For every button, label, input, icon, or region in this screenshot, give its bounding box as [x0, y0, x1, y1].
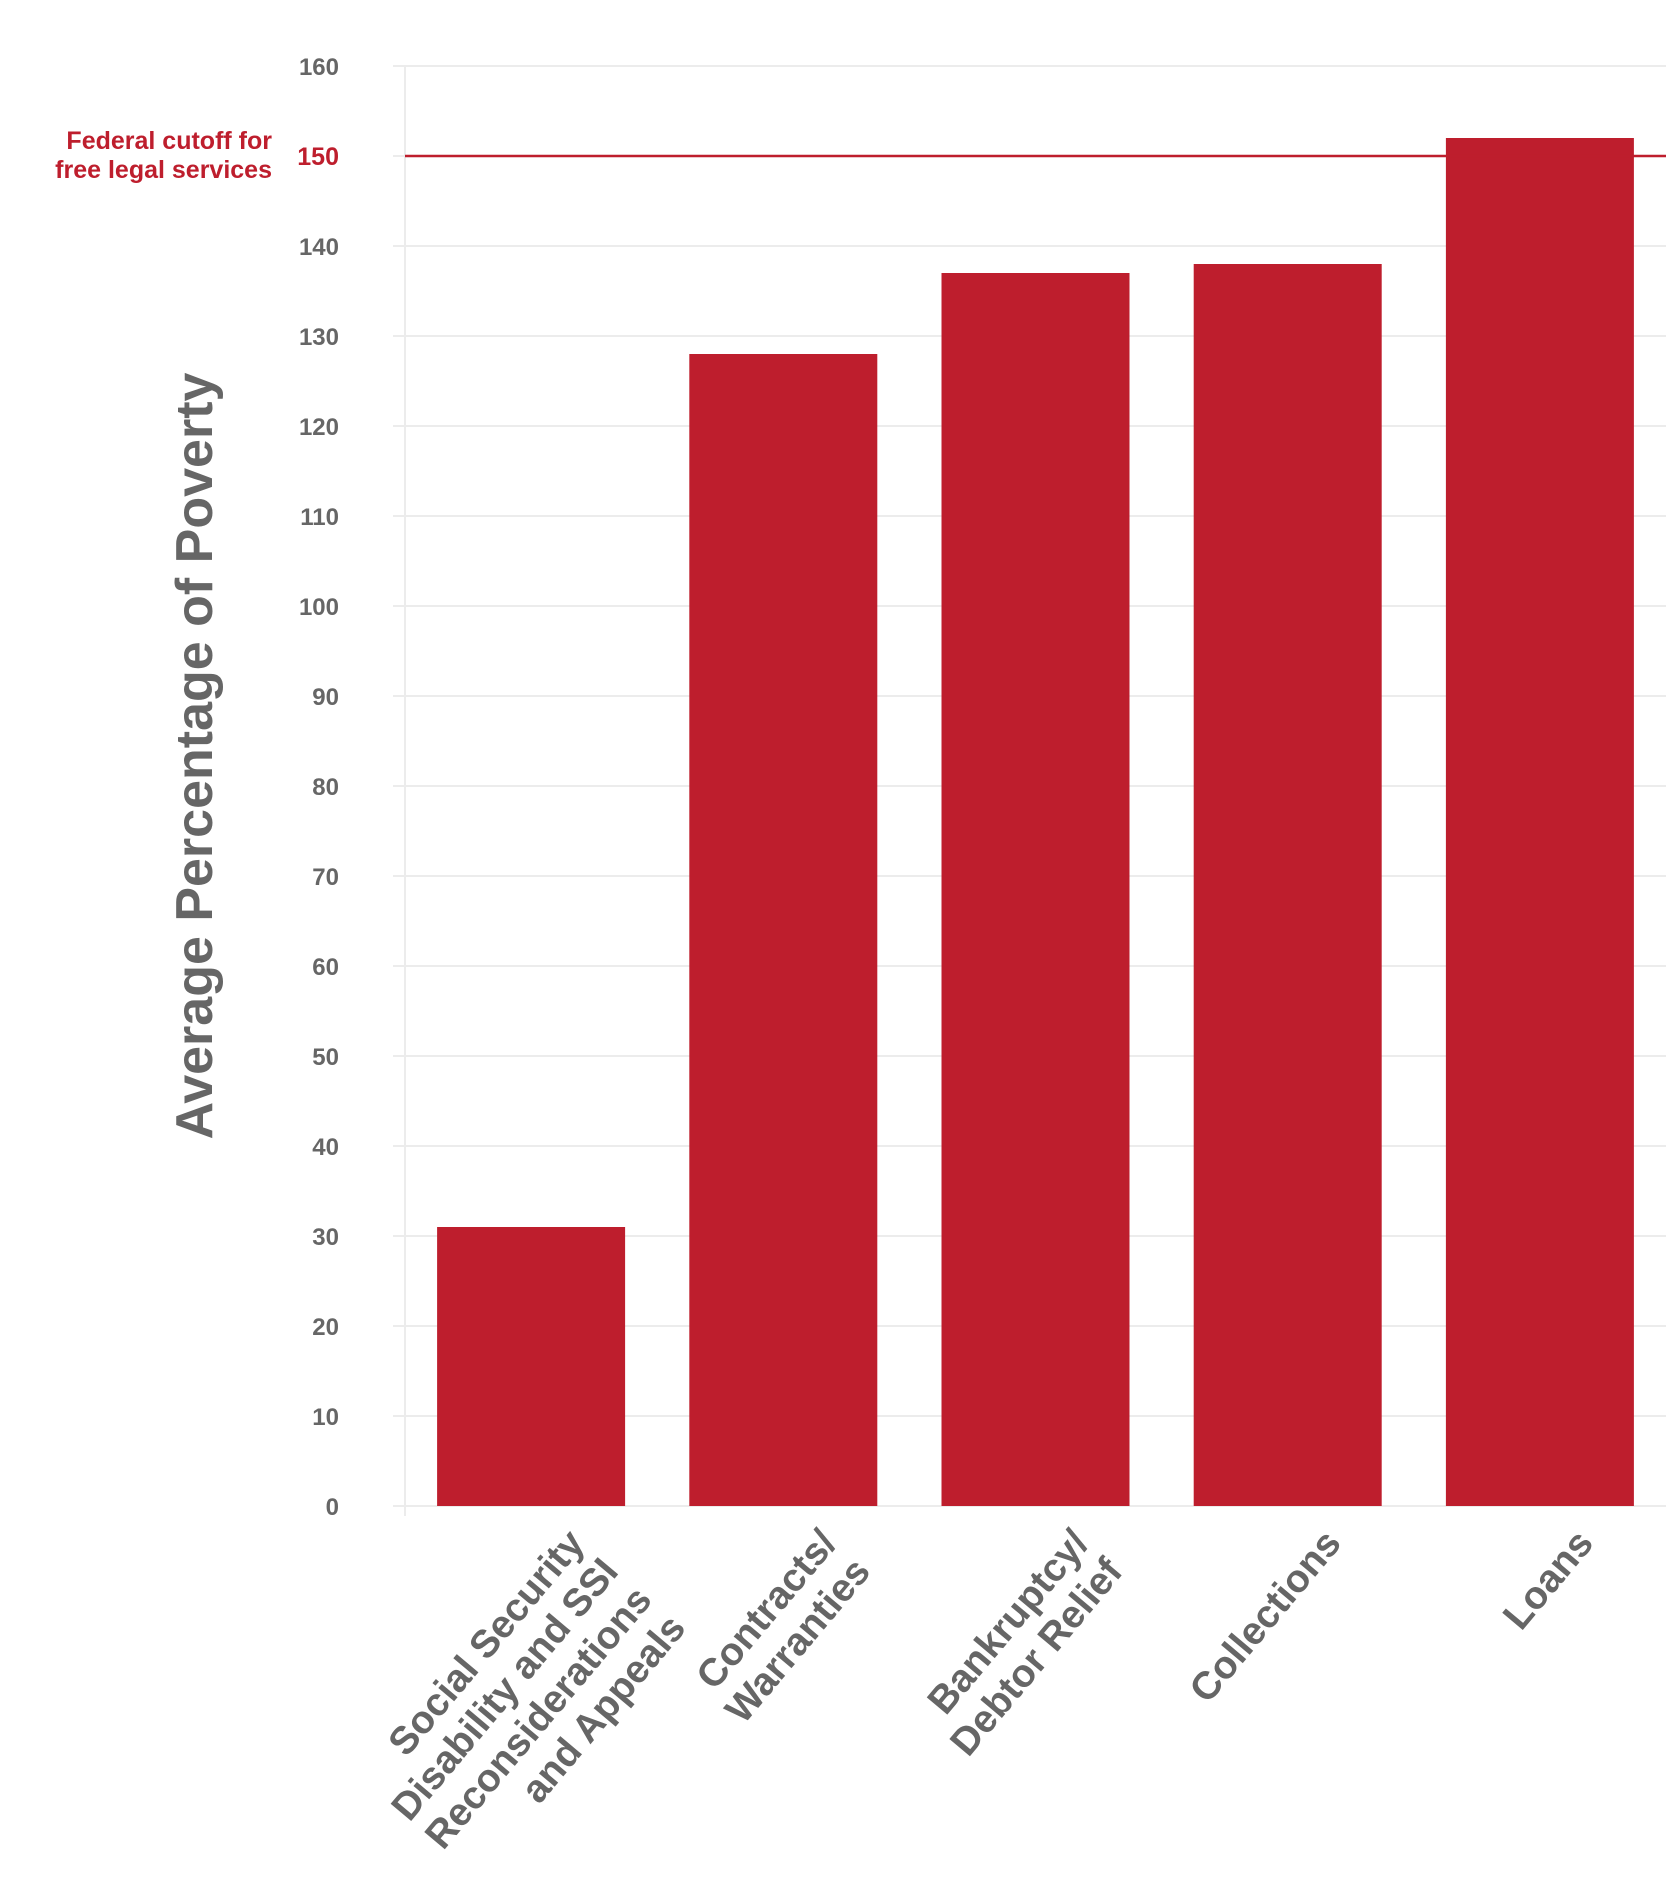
y-tick-label: 50	[312, 1044, 339, 1071]
y-tick-label: 140	[299, 234, 339, 261]
y-tick-label: 110	[300, 504, 339, 531]
x-category-label: Social SecurityDisability and SSIReconsi…	[350, 1522, 695, 1885]
y-tick-label: 90	[312, 684, 339, 711]
x-category-label: Collections	[1182, 1522, 1350, 1711]
y-tick-label: 10	[312, 1404, 339, 1431]
x-category-text: Social SecurityDisability and SSIReconsi…	[350, 1522, 695, 1885]
x-category-label: Loans	[1495, 1522, 1602, 1638]
y-axis-title: Average Percentage of Poverty	[166, 373, 224, 1140]
y-tick-label: 0	[326, 1494, 339, 1521]
x-category-label: Contracts/Warranties	[684, 1522, 879, 1731]
y-tick-label: 130	[299, 324, 339, 351]
y-tick-label: 80	[312, 774, 339, 801]
x-category-text: Loans	[1495, 1522, 1602, 1638]
reference-line-group: Federal cutoff for free legal services	[55, 127, 1666, 184]
y-tick-label: 60	[312, 954, 339, 981]
bar	[1445, 138, 1634, 1506]
x-category-label: Bankruptcy/Debtor Relief	[908, 1521, 1132, 1764]
x-category-text: Bankruptcy/Debtor Relief	[908, 1521, 1131, 1764]
bar	[689, 354, 878, 1506]
bar	[1193, 264, 1382, 1506]
y-tick-label: 30	[312, 1224, 339, 1251]
bar	[941, 273, 1130, 1506]
y-tick-label: 70	[312, 864, 339, 891]
y-axis-ticks: 0 10 20 30 40 50 60 70 80 90 100 110 120 130 140 150 160	[297, 54, 339, 1521]
bars	[437, 138, 1634, 1506]
bar	[437, 1227, 626, 1506]
y-tick-label: 40	[312, 1134, 339, 1161]
y-tick-label: 100	[299, 594, 339, 621]
y-tick-label: 160	[299, 54, 339, 81]
x-category-text: Contracts/Warranties	[684, 1522, 879, 1731]
x-axis-labels: Social SecurityDisability and SSIReconsi…	[350, 1521, 1602, 1885]
x-category-text: Collections	[1182, 1522, 1350, 1711]
y-tick-label: 20	[312, 1314, 339, 1341]
y-tick-label: 150	[297, 143, 339, 171]
y-tick-label: 120	[299, 414, 339, 441]
reference-line-label: Federal cutoff for free legal services	[55, 127, 272, 184]
